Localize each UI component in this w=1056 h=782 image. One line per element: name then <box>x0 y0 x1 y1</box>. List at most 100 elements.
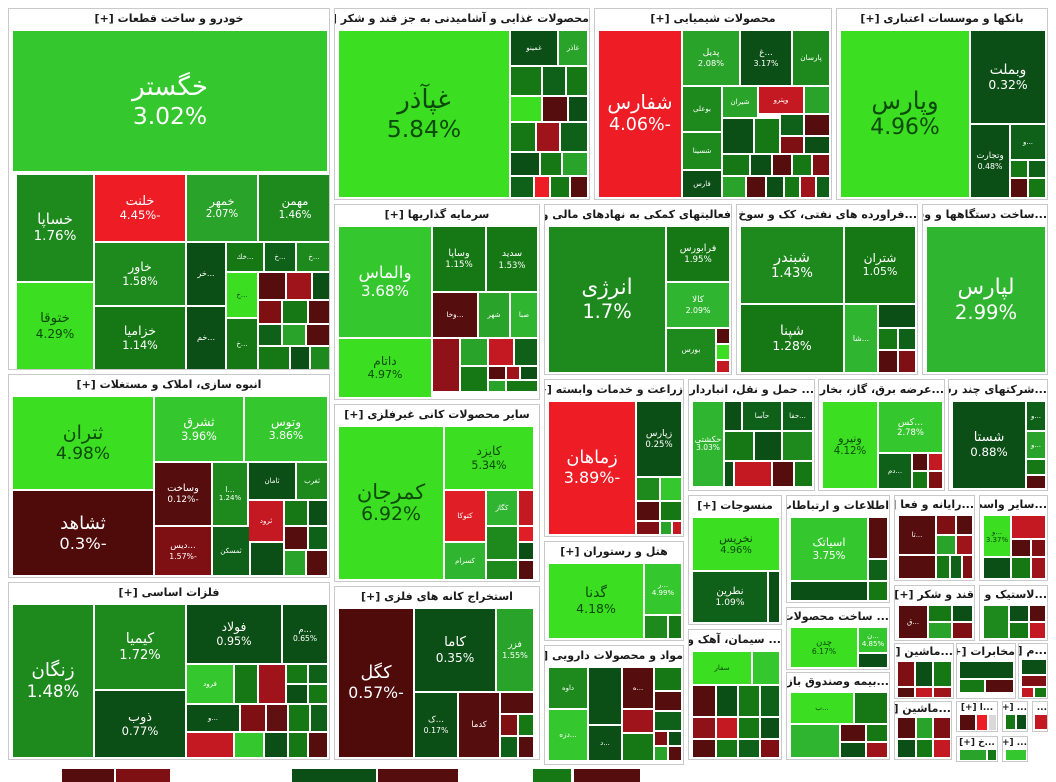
treemap-tile-symbol[interactable]: ذوب 0.77% <box>95 691 185 757</box>
sector-header-banks[interactable]: بانکها و موسسات اعتباری [+] <box>837 9 1047 29</box>
treemap-tile-symbol[interactable]: بورس <box>667 329 715 372</box>
treemap-tile[interactable] <box>986 680 1013 692</box>
treemap-tile-symbol[interactable]: ثشرق 3.96% <box>155 397 243 461</box>
treemap-tile[interactable] <box>285 527 307 549</box>
treemap-tile[interactable] <box>669 616 681 638</box>
treemap-tile-symbol[interactable]: ...د <box>589 726 621 760</box>
treemap-tile-symbol[interactable]: فرود <box>187 665 233 703</box>
treemap-tile[interactable] <box>501 715 517 735</box>
treemap-tile-symbol[interactable]: پارسان <box>793 31 829 85</box>
treemap-tile-symbol[interactable]: حآسا <box>743 402 781 430</box>
treemap-tile[interactable] <box>793 155 811 175</box>
treemap-tile[interactable] <box>655 732 667 745</box>
treemap-tile-symbol[interactable]: داتام 4.97% <box>339 339 431 397</box>
treemap-tile[interactable] <box>569 97 587 121</box>
treemap-tile[interactable] <box>984 558 1010 578</box>
treemap-tile[interactable] <box>259 665 285 703</box>
treemap-tile[interactable] <box>1029 161 1045 177</box>
treemap-tile[interactable] <box>589 668 621 724</box>
treemap-tile-symbol[interactable]: ...ا 1.24% <box>213 463 247 525</box>
treemap-tile[interactable] <box>785 177 799 197</box>
treemap-tile[interactable] <box>501 693 533 713</box>
treemap-tile[interactable] <box>1006 715 1015 729</box>
treemap-tile[interactable] <box>1027 460 1045 474</box>
treemap-tile[interactable] <box>859 654 887 667</box>
treemap-tile[interactable] <box>898 740 915 757</box>
treemap-tile-symbol[interactable]: خساپا 1.76% <box>17 175 93 281</box>
sector-header-insurance[interactable]: ...بیمه وصندوق بازن [+] <box>787 673 889 691</box>
treemap-tile-symbol[interactable]: شتران 1.05% <box>845 227 915 303</box>
treemap-tile[interactable] <box>934 688 951 697</box>
sector-header-other-intermediary[interactable]: ...سایر واسط [+] <box>980 496 1047 514</box>
treemap-tile-symbol[interactable]: والماس 3.68% <box>339 227 431 337</box>
treemap-tile[interactable] <box>913 454 927 470</box>
treemap-tile[interactable] <box>1022 688 1033 697</box>
treemap-tile-symbol[interactable]: وپترو <box>759 87 803 113</box>
treemap-tile[interactable] <box>571 177 587 197</box>
treemap-tile-symbol[interactable]: ثتران 4.98% <box>13 397 153 489</box>
treemap-tile[interactable] <box>898 688 914 697</box>
cutoff-tile[interactable] <box>574 769 640 782</box>
treemap-tile[interactable] <box>655 668 681 690</box>
treemap-tile[interactable] <box>1011 161 1027 177</box>
treemap-tile[interactable] <box>289 733 307 757</box>
treemap-tile-symbol[interactable]: کاما 0.35% <box>415 609 495 691</box>
treemap-tile-symbol[interactable]: کیمیا 1.72% <box>95 605 185 689</box>
treemap-tile-symbol[interactable]: غپآذر 5.84% <box>339 31 509 197</box>
treemap-tile[interactable] <box>791 725 839 757</box>
treemap-tile-symbol[interactable]: صبا <box>511 293 537 337</box>
treemap-tile[interactable] <box>1030 623 1045 638</box>
treemap-tile-symbol[interactable]: کمرجان 6.92% <box>339 427 443 579</box>
treemap-tile[interactable] <box>309 733 327 757</box>
treemap-tile[interactable] <box>761 718 779 738</box>
treemap-tile-symbol[interactable]: وتجارت 0.48% <box>971 125 1009 197</box>
treemap-tile-symbol[interactable]: ...خ <box>227 273 257 317</box>
treemap-tile[interactable] <box>511 97 541 121</box>
treemap-tile[interactable] <box>537 123 559 151</box>
treemap-tile-symbol[interactable]: کتوکا <box>445 491 485 541</box>
treemap-tile[interactable] <box>693 686 715 716</box>
treemap-tile[interactable] <box>869 518 887 558</box>
treemap-tile[interactable] <box>929 606 951 621</box>
treemap-tile-symbol[interactable]: نطرین 1.09% <box>693 572 767 622</box>
treemap-tile[interactable] <box>869 582 887 600</box>
treemap-tile-symbol[interactable]: ...ه <box>623 668 653 708</box>
treemap-tile[interactable] <box>289 705 309 731</box>
treemap-tile[interactable] <box>521 367 537 379</box>
treemap-tile[interactable] <box>751 155 771 175</box>
treemap-tile-symbol[interactable]: ...خم <box>187 307 225 369</box>
treemap-tile[interactable] <box>489 381 505 391</box>
treemap-tile[interactable] <box>1032 558 1045 578</box>
sector-header-machinery-b[interactable]: ...ماشین [+] <box>895 702 951 716</box>
treemap-tile[interactable] <box>535 177 549 197</box>
treemap-tile[interactable] <box>1035 715 1047 729</box>
treemap-tile-symbol[interactable]: ثرود <box>249 501 283 541</box>
treemap-tile[interactable] <box>988 750 996 760</box>
treemap-tile[interactable] <box>235 665 257 703</box>
treemap-tile[interactable] <box>669 747 681 760</box>
treemap-tile[interactable] <box>929 623 951 638</box>
treemap-tile[interactable] <box>1022 676 1046 686</box>
treemap-tile-symbol[interactable]: داوه <box>549 668 587 708</box>
sector-header-cement[interactable]: ... سیمان، آهک و [+] <box>689 630 781 650</box>
treemap-tile[interactable] <box>867 725 887 741</box>
treemap-tile[interactable] <box>551 177 569 197</box>
treemap-tile[interactable] <box>259 301 281 323</box>
treemap-tile[interactable] <box>717 345 729 359</box>
treemap-tile[interactable] <box>267 705 287 731</box>
treemap-tile-symbol[interactable]: وبملت 0.32% <box>971 31 1045 123</box>
treemap-tile[interactable] <box>1022 660 1046 674</box>
treemap-tile-symbol[interactable]: غاذر <box>559 31 587 65</box>
treemap-tile-symbol[interactable]: ...م 0.65% <box>283 605 327 663</box>
treemap-tile[interactable] <box>747 177 765 197</box>
treemap-tile-symbol[interactable]: پدیل 2.08% <box>683 31 739 85</box>
treemap-tile-symbol[interactable]: نخریس 4.96% <box>693 518 779 570</box>
treemap-tile-symbol[interactable]: ...خر <box>187 243 225 305</box>
cutoff-tile[interactable] <box>62 769 114 782</box>
treemap-tile[interactable] <box>561 123 587 151</box>
treemap-tile-symbol[interactable]: ...ب <box>791 693 853 723</box>
treemap-tile[interactable] <box>515 339 537 365</box>
treemap-tile[interactable] <box>511 177 533 197</box>
treemap-tile[interactable] <box>937 536 955 554</box>
treemap-tile-symbol[interactable]: ...ق <box>899 606 927 638</box>
